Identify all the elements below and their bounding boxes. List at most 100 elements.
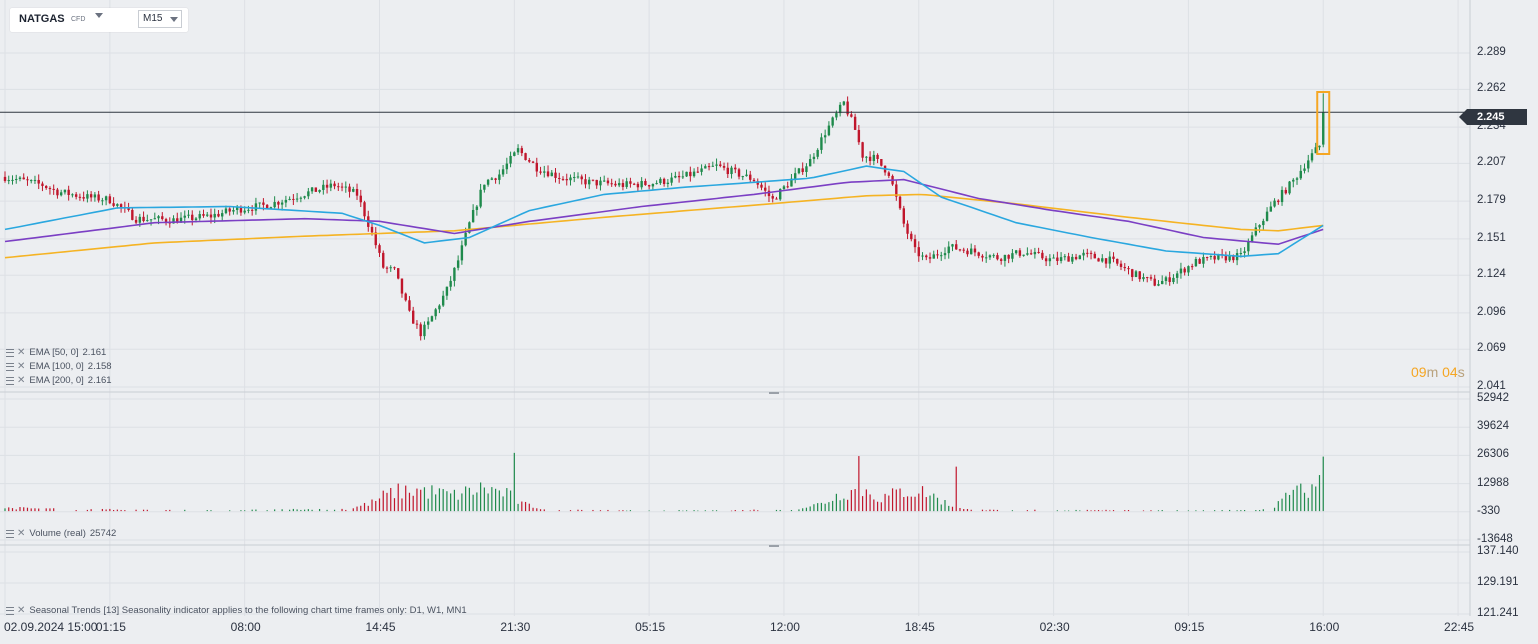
candle-body: [183, 215, 186, 218]
volume-bar: [90, 509, 92, 512]
x-tick-label: 18:45: [904, 620, 935, 634]
indicator-close-icon[interactable]: ✕: [17, 528, 26, 539]
indicator-settings-icon[interactable]: [6, 529, 14, 538]
candle-body: [569, 177, 572, 181]
volume-bar: [431, 485, 433, 512]
candle-body: [565, 179, 568, 181]
indicator-settings-icon[interactable]: [6, 348, 14, 357]
indicator-settings-icon[interactable]: [6, 362, 14, 371]
candle-body: [505, 163, 509, 170]
candle-body: [1205, 257, 1209, 259]
volume-bar: [266, 510, 268, 512]
indicator-ema50[interactable]: ✕ EMA [50, 0] 2.161: [6, 347, 106, 358]
volume-bar: [929, 495, 931, 512]
volume-bar: [169, 509, 171, 512]
candles: [3, 93, 1325, 341]
volume-bar: [906, 496, 909, 512]
indicator-settings-icon[interactable]: [6, 376, 14, 385]
candle-body: [861, 142, 864, 158]
candle-body: [1101, 258, 1104, 262]
candle-body: [146, 220, 149, 222]
volume-bar: [517, 503, 519, 512]
candle-body: [1254, 227, 1258, 236]
volume-bar: [509, 490, 512, 512]
indicator-close-icon[interactable]: ✕: [17, 347, 26, 358]
candle-body: [1067, 256, 1070, 262]
candle-body: [786, 186, 789, 188]
y-tick-label: -330: [1477, 504, 1501, 517]
candle-body: [41, 183, 44, 187]
volume-bar: [416, 488, 418, 512]
candle-body: [636, 183, 640, 188]
candle-body: [1172, 277, 1175, 283]
volume-bar: [521, 501, 523, 512]
volume-bar: [26, 507, 29, 512]
volume-bar: [1292, 489, 1294, 512]
candle-body: [913, 239, 917, 248]
candle-body: [719, 164, 722, 167]
candle-body: [78, 196, 82, 198]
candle-body: [970, 248, 973, 255]
indicator-seasonal[interactable]: ✕ Seasonal Trends [13] Seasonality indic…: [6, 605, 467, 616]
candle-body: [1123, 266, 1126, 269]
indicator-close-icon[interactable]: ✕: [17, 375, 26, 386]
x-tick-label: 12:00: [769, 620, 800, 634]
indicator-settings-icon[interactable]: [6, 606, 14, 615]
candle-body: [535, 162, 538, 172]
volume-bar: [135, 509, 137, 512]
candle-body: [1014, 250, 1018, 254]
candle-body: [958, 249, 962, 251]
volume-bar: [1079, 510, 1081, 512]
symbol-selector[interactable]: NATGAS CFD M15: [10, 8, 188, 32]
volume-bar: [382, 490, 384, 512]
candle-body: [775, 198, 778, 200]
candle-body: [67, 189, 70, 195]
volume-bar: [1229, 509, 1231, 512]
volume-bar: [405, 485, 407, 512]
volume-bar: [532, 507, 534, 512]
candle-body: [782, 186, 786, 189]
candle-body: [127, 207, 130, 210]
symbol-dropdown-icon[interactable]: [95, 13, 103, 18]
indicator-ema100[interactable]: ✕ EMA [100, 0] 2.158: [6, 361, 112, 372]
indicator-close-icon[interactable]: ✕: [17, 361, 26, 372]
volume-bar: [4, 508, 6, 512]
volume-bar: [618, 510, 620, 512]
candle-body: [790, 178, 793, 187]
timeframe-select[interactable]: M15: [138, 10, 182, 28]
candle-body: [456, 260, 460, 268]
candle-body: [340, 186, 344, 188]
candle-body: [973, 248, 977, 253]
candle-body: [11, 179, 14, 181]
candle-body: [288, 198, 291, 200]
volume-bar: [734, 509, 736, 512]
indicator-label: EMA [50, 0]: [29, 347, 79, 358]
indicator-close-icon[interactable]: ✕: [17, 605, 26, 616]
candle-body: [655, 183, 658, 185]
candle-body: [378, 245, 381, 253]
candle-body: [1217, 254, 1220, 260]
indicator-volume[interactable]: ✕ Volume (real) 25742: [6, 528, 116, 539]
candle-body: [1183, 268, 1186, 273]
volume-bar: [1221, 510, 1223, 512]
volume-bar: [1124, 510, 1126, 512]
candle-body: [359, 195, 362, 203]
volume-bar: [802, 508, 804, 512]
candle-body: [453, 267, 456, 281]
candle-body: [606, 180, 610, 184]
candle-body: [1138, 271, 1141, 280]
indicator-ema200[interactable]: ✕ EMA [200, 0] 2.161: [6, 375, 112, 386]
volume-bar: [341, 508, 343, 512]
candle-body: [1190, 266, 1194, 268]
candle-body: [513, 152, 516, 156]
candle-body: [977, 252, 980, 256]
candle-body: [243, 210, 246, 213]
candle-body: [389, 267, 392, 269]
candle-body: [74, 194, 78, 197]
candle-body: [715, 164, 718, 166]
candle-body: [1097, 258, 1100, 262]
candle-body: [936, 254, 939, 256]
volume-bar: [371, 499, 373, 512]
candle-body: [1052, 257, 1055, 259]
